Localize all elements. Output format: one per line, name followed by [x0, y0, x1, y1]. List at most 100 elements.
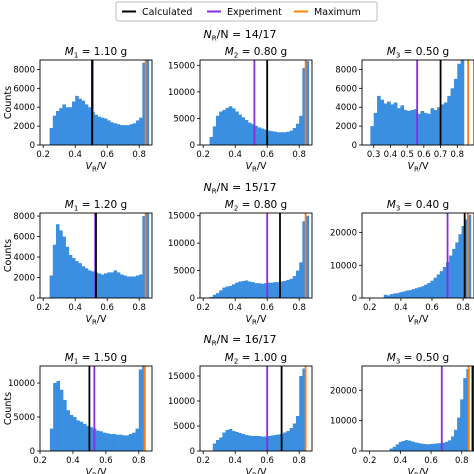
histogram-bar [267, 282, 271, 298]
histogram-bar [260, 436, 265, 451]
histogram-bar [209, 137, 214, 145]
histogram-bar [75, 261, 79, 298]
histogram-bar [260, 283, 265, 298]
y-tick-label: 15000 [168, 372, 195, 382]
histogram-bar [399, 292, 403, 298]
histogram-bar [76, 420, 80, 451]
histogram-bar [302, 221, 306, 298]
x-tick-label: 0.6 [100, 303, 114, 313]
histogram-bars [49, 366, 146, 451]
histogram-bar [254, 125, 258, 145]
histogram-bar [88, 107, 92, 145]
histogram-bar [429, 444, 433, 451]
x-tick-label: 0.2 [36, 303, 50, 313]
histogram-bar [69, 414, 74, 451]
histogram-bar [248, 435, 252, 451]
y-tick-label: 8000 [13, 65, 35, 75]
histogram-bar [145, 213, 150, 298]
histogram-bar [225, 286, 230, 298]
histogram-bar [232, 108, 236, 145]
histogram-bar [225, 107, 230, 145]
histogram-bar [289, 278, 294, 298]
histogram-bar [56, 111, 60, 145]
histogram-bar [463, 378, 467, 451]
histogram-bar [442, 266, 447, 298]
histogram-bars [389, 369, 470, 451]
y-tick-label: 0 [352, 447, 357, 457]
histogram-bar [276, 132, 281, 145]
histogram-bar [408, 440, 412, 451]
histogram-bar [450, 436, 455, 451]
histogram-bar [264, 436, 268, 451]
histogram-bar [433, 110, 438, 145]
x-tick-label: 0.3 [367, 150, 381, 160]
histogram-bar [430, 280, 434, 298]
x-tick-label: 0.2 [196, 456, 210, 466]
histogram-bar [273, 282, 278, 298]
x-tick-label: 0.4 [66, 456, 80, 466]
histogram-bar [417, 443, 421, 451]
histogram-bar [286, 431, 290, 451]
panel-6: 0.2 0.4 0.6 0.8 0 10000 20000 M3​ = 0.40 g VR​/V [330, 199, 474, 327]
histogram-bar [59, 389, 64, 451]
panel-4: 0.2 0.4 0.6 0.8 0 2000 4000 6000 8000 M1​ = 1.20 … [3, 199, 153, 327]
histogram-bar [68, 254, 73, 298]
histogram-bar [219, 437, 223, 451]
histogram-bar [107, 272, 111, 298]
axes-frame [199, 212, 313, 299]
histogram-bar [270, 282, 274, 298]
histogram-bar [387, 101, 391, 145]
x-axis-label: VR​/V [407, 467, 429, 474]
histogram-bar [56, 380, 61, 451]
histogram-bar [104, 273, 108, 298]
histogram-bar [447, 440, 452, 451]
y-tick-label: 8000 [335, 65, 357, 75]
y-tick-label: 5000 [173, 422, 195, 432]
x-tick-label: 0.8 [132, 456, 146, 466]
histogram-bar [302, 368, 306, 451]
histogram-bar [401, 440, 406, 451]
histogram-bar [81, 266, 86, 298]
histogram-bar [78, 98, 82, 145]
y-axis-label: Counts [3, 86, 14, 119]
x-tick-label: 0.4 [228, 456, 242, 466]
histogram-bar [91, 271, 95, 298]
x-tick-label: 0.2 [363, 303, 377, 313]
histogram-bar [305, 215, 310, 298]
histogram-bar [296, 270, 300, 298]
histogram-bar [105, 433, 110, 451]
histogram-bar [423, 112, 428, 145]
histogram-bar [440, 104, 445, 145]
histogram-bar [267, 436, 271, 451]
histogram-bar [292, 128, 297, 145]
x-tick-label: 0.4 [228, 150, 242, 160]
histogram-bar [49, 428, 54, 451]
x-axis-label: VR​/V [85, 314, 107, 327]
histogram-bar [408, 290, 413, 298]
histogram-bars [212, 368, 306, 451]
histogram-bar [267, 130, 271, 145]
x-tick-label: 0.7 [434, 150, 448, 160]
x-tick-label: 0.8 [451, 150, 465, 160]
x-axis-label: VR​/V [245, 161, 267, 174]
histogram-bar [390, 294, 394, 298]
histogram-bar [132, 432, 136, 451]
x-axis-label: VR​/V [245, 467, 267, 474]
histogram-bar [79, 421, 84, 451]
y-tick-label: 10000 [330, 261, 357, 271]
x-tick-label: 0.5 [400, 150, 414, 160]
histogram-bar [238, 281, 242, 298]
histogram-bar [453, 78, 458, 145]
histogram-bar [410, 110, 415, 145]
x-tick-label: 0.6 [99, 456, 113, 466]
histogram-bar [78, 263, 82, 298]
y-tick-label: 5000 [13, 413, 35, 423]
x-tick-label: 0.8 [292, 150, 306, 160]
histogram-bar [96, 430, 100, 451]
x-axis-label: VR​/V [85, 467, 107, 474]
histogram-bar [393, 293, 397, 298]
histogram-bar [216, 440, 220, 451]
histogram-bar [49, 275, 54, 298]
histogram-bar [457, 63, 461, 145]
histogram-bar [241, 281, 246, 298]
